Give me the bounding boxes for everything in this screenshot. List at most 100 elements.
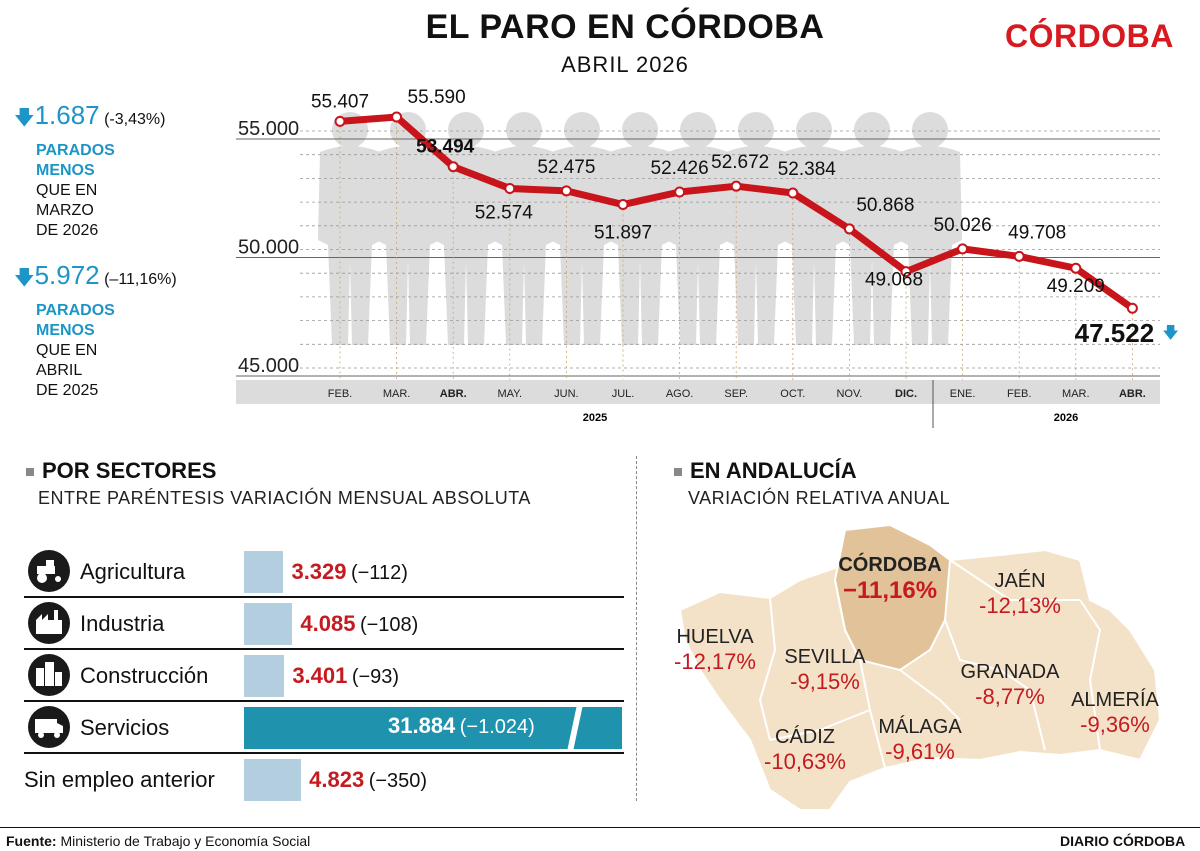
region-pct: −11,16% [842,577,938,604]
data-point [957,243,969,255]
region-label: HUELVA -12,17% [660,626,770,675]
region-name: SEVILLA [784,646,866,668]
van-icon [28,706,70,748]
person-head-icon [738,112,774,148]
data-label: 52.384 [778,159,837,180]
x-tick-label: NOV. [836,388,862,400]
andalucia-heading: EN ANDALUCÍA [674,458,857,484]
region-label: JAÉN -12,13% [970,570,1070,619]
region-name: HUELVA [676,626,754,648]
sector-value: 3.401 [292,663,348,688]
region-pct: -10,63% [764,749,846,774]
year-label-2025: 2025 [583,412,607,424]
data-label: 50.868 [856,195,914,216]
data-labels: 55.407 55.590 53.494 52.574 52.475 51.897 52.4… [311,87,1179,348]
person-head-icon [622,112,658,148]
sector-bar [244,759,302,801]
section-divider [636,456,637,801]
x-axis-ticks: FEB. MAR. ABR. MAY. JUN. JUL. AGO. SEP. OCT. NOV.… [328,388,1146,400]
person-body-icon [376,146,440,345]
data-label: 55.590 [408,87,466,108]
data-label: 52.672 [711,152,769,173]
sector-row: Construcción 3.401 (−93) [24,649,624,702]
x-tick-label: ENE. [950,388,976,400]
sectors-table: Agricultura 3.329 (−112) Industria 4.085 (−… [24,545,624,815]
data-point [560,185,572,197]
sector-row: Agricultura 3.329 (−112) [24,545,624,598]
region-label: GRANADA -8,77% [950,661,1070,710]
andalucia-subheading: VARIACIÓN RELATIVA ANUAL [688,488,951,508]
sector-value-group: 4.823 (−350) [309,767,427,793]
buildings-icon [28,654,70,696]
data-point [843,223,855,235]
down-arrow-icon: 🡇 [1162,323,1178,342]
sector-value-group: 4.085 (−108) [300,611,418,637]
sector-bar [244,707,622,749]
sector-label: Servicios [80,715,170,740]
region-name: CÓRDOBA [838,554,942,576]
x-tick-label: AGO. [666,388,694,400]
stat-label: MENOS [36,322,95,339]
source-text: Ministerio de Trabajo y Economía Social [60,833,311,849]
value-guides [339,117,1133,380]
sector-change: (−112) [350,562,408,584]
sector-value: 4.085 [300,611,356,636]
x-tick-label: JUL. [612,388,635,400]
data-point [787,187,799,199]
sector-change: (−350) [368,770,428,792]
x-tick-label: MAR. [1062,388,1090,400]
data-label: 52.574 [475,202,534,223]
credit: DIARIO CÓRDOBA [1060,833,1186,849]
source-label: Fuente: [6,833,57,849]
person-head-icon [854,112,890,148]
region-pct: -12,13% [979,593,1061,618]
page-title: EL PARO EN CÓRDOBA [425,8,825,46]
sector-change: (−108) [359,614,419,636]
chart-grid [300,130,1160,369]
data-point [617,199,629,211]
bullet-square-icon [26,468,34,477]
x-tick-label: OCT. [780,388,805,400]
stat-label: MENOS [36,162,95,179]
row-divider [24,596,624,598]
data-label: 55.407 [311,91,369,112]
factory-icon [28,602,70,644]
person-head-icon [912,112,948,148]
person-head-icon [680,112,716,148]
sector-change: (−93) [351,666,400,688]
data-point [900,266,912,278]
person-head-icon [564,112,600,148]
stat-value: 5.972 [34,260,100,290]
y-tick-label: 50.000 [238,237,299,259]
data-point [504,182,516,194]
series-points [334,111,1138,314]
sector-row: Servicios 31.884 (−1.024) [24,701,624,754]
region-name: MÁLAGA [878,716,962,738]
y-tick-label: 45.000 [238,355,299,377]
sector-value: 3.329 [291,559,347,584]
row-divider [24,700,624,702]
region-label: SEVILLA -9,15% [770,646,880,695]
row-divider [24,648,624,650]
stat-text: DE 2026 [36,222,99,239]
region-pct: -9,61% [885,739,955,764]
region-pct: -8,77% [975,684,1045,709]
region-label: CÁDIZ -10,63% [750,726,860,775]
x-tick-label: ABR. [1119,388,1146,400]
region-name: CÁDIZ [775,726,835,748]
data-point [391,111,403,123]
footer-rule [0,827,1200,828]
data-point [674,186,686,198]
x-axis-band [236,380,1160,404]
sector-label: Agricultura [80,559,186,584]
data-label: 47.522 [1075,318,1155,348]
data-point [334,115,346,127]
stat-text: DE 2025 [36,382,99,399]
andalucia-map [678,523,1162,811]
sectors-heading: POR SECTORES [26,458,216,484]
stat-text: QUE EN [36,182,98,199]
person-head-icon [506,112,542,148]
bullet-square-icon [674,468,682,477]
region-name: ALMERÍA [1071,689,1159,711]
region-pct: -9,36% [1080,712,1150,737]
